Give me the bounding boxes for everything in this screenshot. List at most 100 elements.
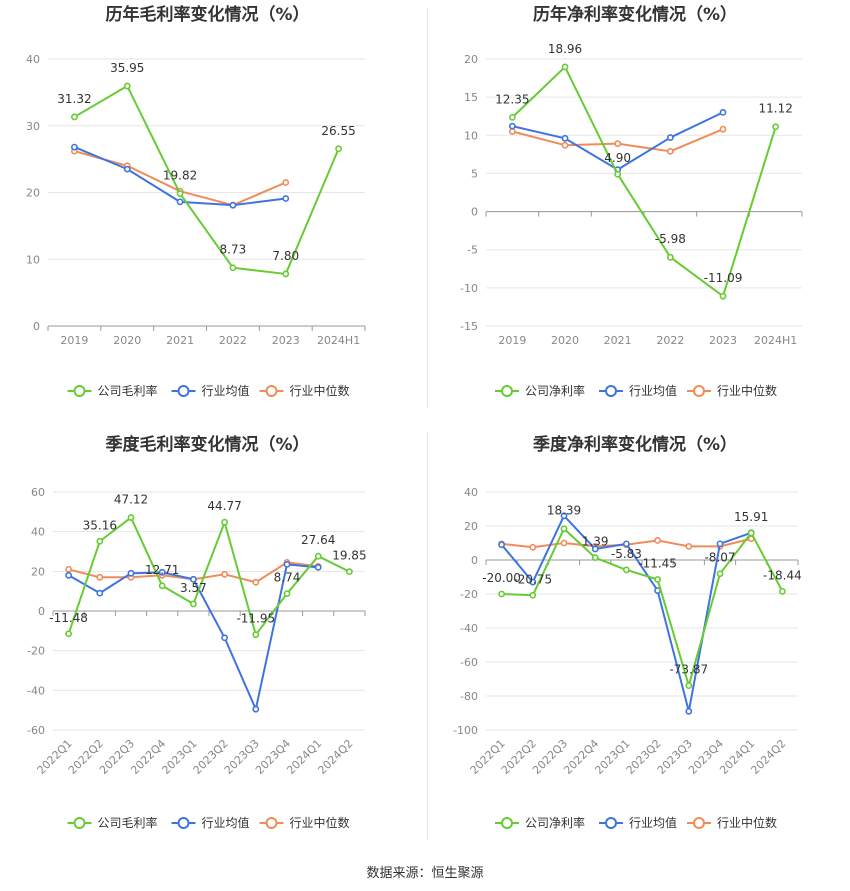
data-point	[65, 571, 72, 579]
legend-label: 公司毛利率	[98, 815, 158, 830]
data-point	[96, 573, 104, 581]
data-point	[591, 545, 599, 553]
x-tick-label: 2023	[272, 334, 300, 347]
legend-label: 行业中位数	[717, 383, 777, 398]
data-point	[158, 582, 166, 590]
legend-label: 公司净利率	[525, 815, 585, 830]
legend-marker	[265, 385, 278, 397]
y-tick-label: 40	[31, 526, 45, 539]
data-point	[719, 292, 727, 300]
data-point	[123, 82, 131, 90]
data-point	[716, 570, 724, 578]
y-tick-label: 0	[471, 554, 478, 567]
x-tick-label: 2024Q2	[748, 737, 788, 777]
legend-label: 行业中位数	[290, 815, 350, 830]
data-point	[221, 570, 228, 578]
data-point	[529, 578, 537, 586]
data-label: 31.32	[57, 92, 91, 106]
data-label: 47.12	[114, 493, 148, 507]
chart-svg: 季度净利率变化情况（%）-100-80-60-40-20020402022Q12…	[453, 434, 802, 830]
data-label: -11.09	[704, 271, 743, 285]
x-tick-label: 2024H1	[317, 334, 360, 347]
y-tick-label: 40	[26, 53, 40, 66]
legend-marker	[693, 817, 705, 829]
data-label: 19.82	[163, 169, 197, 183]
data-point	[282, 270, 290, 278]
y-tick-label: 30	[26, 120, 40, 133]
y-tick-label: -20	[460, 588, 478, 601]
data-point	[560, 512, 568, 520]
divider	[427, 8, 428, 408]
y-tick-label: -100	[453, 724, 478, 737]
chart-svg: 季度毛利率变化情况（%）-60-40-2002040602022Q12022Q2…	[27, 434, 367, 830]
data-point	[560, 525, 568, 533]
legend-marker	[177, 385, 190, 397]
quarterly-gross-margin-chart: 季度毛利率变化情况（%） -60 -40 -20 0 20 40 60 2022Q1 2022Q2…	[0, 430, 425, 850]
data-point	[252, 631, 260, 639]
data-point	[622, 540, 630, 548]
data-point	[685, 707, 693, 715]
x-tick-label: 2019	[498, 334, 526, 347]
y-tick-label: -5	[467, 244, 478, 257]
y-tick-label: 10	[26, 253, 40, 266]
legend-label: 行业均值	[202, 815, 250, 830]
y-tick-label: 60	[31, 486, 45, 499]
data-point	[252, 578, 260, 586]
data-label: -20.00	[482, 571, 521, 585]
data-point	[176, 198, 184, 206]
data-point	[508, 113, 516, 121]
x-tick-label: 2020	[113, 334, 141, 347]
quarterly-net-margin-chart: 季度净利率变化情况（%） -100 -80 -60 -40 -20 0 20 40 2022Q1 2…	[430, 430, 850, 850]
data-label: 12.35	[495, 92, 529, 106]
data-point	[229, 201, 237, 209]
x-tick-label: 2022	[219, 334, 247, 347]
data-point	[716, 540, 724, 548]
data-point	[229, 264, 237, 272]
data-point	[123, 165, 131, 173]
data-point	[314, 552, 322, 560]
data-point	[282, 195, 290, 202]
legend-marker	[605, 385, 617, 397]
data-point	[622, 566, 630, 574]
data-point	[614, 170, 622, 178]
x-tick-label: 2023	[709, 334, 737, 347]
data-point	[719, 125, 727, 133]
data-point	[614, 140, 622, 148]
legend-marker	[73, 817, 86, 829]
y-tick-label: -60	[460, 656, 478, 669]
data-point	[772, 123, 780, 131]
legend-marker	[177, 817, 190, 829]
data-point	[314, 563, 322, 571]
data-point	[127, 569, 135, 577]
data-label: 3.57	[180, 581, 207, 595]
data-point	[747, 529, 755, 537]
legend-label: 行业中位数	[717, 815, 777, 830]
y-tick-label: 20	[31, 565, 45, 578]
data-label: -11.95	[236, 612, 275, 626]
legend-marker	[605, 817, 617, 829]
data-point	[498, 541, 505, 549]
data-label: -5.98	[655, 232, 686, 246]
series-line	[73, 85, 340, 275]
data-point	[561, 141, 569, 149]
y-tick-label: 20	[464, 520, 478, 533]
y-tick-label: -15	[460, 320, 478, 333]
data-point	[591, 554, 599, 562]
x-tick-label: 2024H1	[754, 334, 797, 347]
legend-label: 公司毛利率	[98, 383, 158, 398]
y-tick-label: 0	[471, 206, 478, 219]
data-point	[685, 543, 693, 550]
series-line	[67, 516, 350, 636]
y-tick-label: 15	[464, 91, 478, 104]
data-point	[335, 145, 342, 153]
data-label: 15.91	[734, 510, 768, 524]
y-tick-label: 10	[464, 129, 478, 142]
divider	[427, 432, 428, 840]
data-point	[71, 143, 78, 151]
series-line	[501, 527, 784, 687]
data-label: 18.96	[548, 42, 582, 56]
y-tick-label: -10	[460, 282, 478, 295]
data-point	[96, 537, 104, 545]
legend-label: 行业均值	[202, 383, 250, 398]
data-point	[158, 568, 166, 576]
